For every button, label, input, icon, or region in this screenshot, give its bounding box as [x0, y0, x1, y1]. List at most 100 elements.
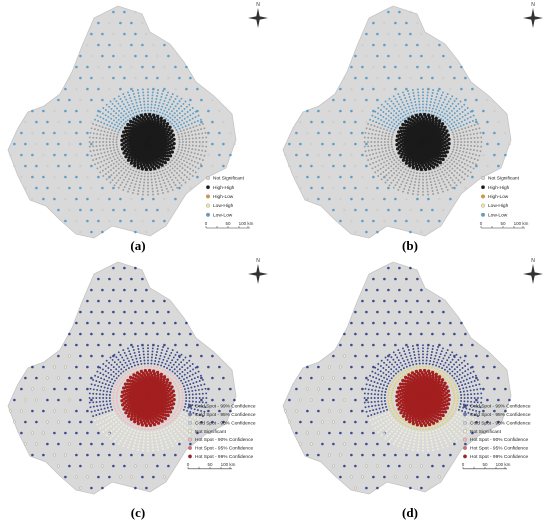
cluster-point — [442, 332, 445, 336]
cluster-point — [476, 132, 479, 135]
cluster-point — [112, 110, 115, 113]
cluster-point — [405, 197, 408, 201]
cluster-point — [178, 138, 181, 141]
cluster-point — [155, 184, 158, 186]
cluster-point — [185, 394, 188, 396]
cluster-point — [391, 401, 393, 404]
cluster-point — [372, 475, 375, 479]
cluster-point — [363, 145, 366, 148]
cluster-point — [422, 175, 424, 178]
cluster-point — [120, 169, 123, 172]
cluster-point — [439, 424, 442, 427]
cluster-point — [451, 387, 454, 390]
cluster-point — [396, 100, 399, 103]
cluster-point — [132, 368, 135, 371]
cluster-point — [385, 174, 388, 177]
cluster-point — [108, 138, 111, 140]
cluster-point — [195, 393, 198, 396]
cluster-point — [430, 98, 433, 100]
cluster-point — [108, 65, 111, 69]
cluster-point — [156, 381, 160, 385]
cluster-point — [101, 230, 104, 234]
cluster-point — [398, 427, 401, 430]
cluster-point — [456, 366, 459, 369]
cluster-point — [175, 409, 178, 411]
cluster-point — [122, 159, 125, 162]
cluster-point — [191, 148, 194, 151]
cluster-point — [86, 131, 89, 135]
cluster-point — [372, 409, 375, 412]
cluster-point — [147, 449, 149, 452]
cluster-point — [475, 398, 478, 402]
cluster-point — [181, 155, 184, 158]
cluster-point — [129, 97, 132, 100]
cluster-point — [100, 377, 103, 380]
cluster-point — [441, 157, 445, 162]
cluster-point — [387, 54, 390, 58]
cluster-point — [170, 110, 173, 113]
cluster-point — [434, 439, 437, 442]
cluster-point — [110, 368, 112, 371]
cluster-point — [192, 425, 195, 428]
cluster-point — [156, 430, 159, 433]
cluster-point — [156, 378, 160, 382]
cluster-point — [449, 372, 451, 375]
cluster-point — [422, 193, 424, 196]
cluster-point — [136, 89, 139, 91]
cluster-point — [158, 180, 161, 183]
cluster-point — [463, 141, 466, 143]
cluster-point — [398, 332, 401, 336]
cluster-point — [464, 109, 467, 111]
cluster-point — [339, 109, 342, 113]
cluster-point — [160, 442, 163, 445]
cluster-point — [126, 375, 129, 378]
legend-label: High-Low — [488, 194, 509, 200]
cluster-point — [453, 377, 456, 380]
cluster-point — [445, 366, 448, 369]
cluster-point — [393, 365, 396, 368]
cluster-point — [310, 142, 313, 146]
cluster-point — [394, 432, 397, 435]
cluster-point — [90, 186, 93, 190]
cluster-point — [456, 399, 459, 402]
cluster-point — [64, 219, 67, 223]
cluster-point — [186, 128, 189, 131]
cluster-point — [110, 420, 113, 423]
cluster-point — [407, 432, 410, 435]
cluster-point — [428, 172, 431, 175]
cluster-point — [365, 354, 368, 358]
scale-bar-label: 0 — [205, 221, 208, 226]
cluster-point — [465, 378, 468, 381]
cluster-point — [189, 410, 192, 413]
cluster-point — [108, 376, 111, 379]
cluster-point — [486, 142, 489, 146]
cluster-point — [295, 387, 298, 391]
cluster-point — [159, 439, 162, 442]
cluster-point — [105, 119, 108, 122]
cluster-point — [373, 141, 376, 143]
cluster-point — [364, 406, 367, 409]
cluster-point — [134, 288, 137, 292]
cluster-point — [142, 187, 145, 190]
cluster-point — [374, 404, 377, 407]
cluster-point — [79, 230, 82, 234]
cluster-point — [460, 417, 463, 420]
cluster-point — [451, 186, 454, 189]
cluster-point — [150, 178, 153, 181]
cluster-point — [392, 406, 395, 409]
cluster-point — [428, 109, 431, 112]
cluster-point — [455, 184, 458, 187]
cluster-points — [283, 266, 511, 490]
cluster-point — [398, 266, 401, 270]
cluster-point — [383, 197, 386, 201]
cluster-point — [456, 375, 459, 378]
cluster-point — [388, 414, 391, 417]
cluster-point — [90, 142, 93, 146]
cluster-point — [75, 65, 78, 69]
cluster-point — [327, 453, 331, 457]
cluster-point — [122, 188, 125, 191]
cluster-point — [172, 146, 176, 150]
cluster-point — [133, 156, 137, 160]
cluster-point — [459, 437, 462, 440]
cluster-point — [383, 432, 386, 435]
